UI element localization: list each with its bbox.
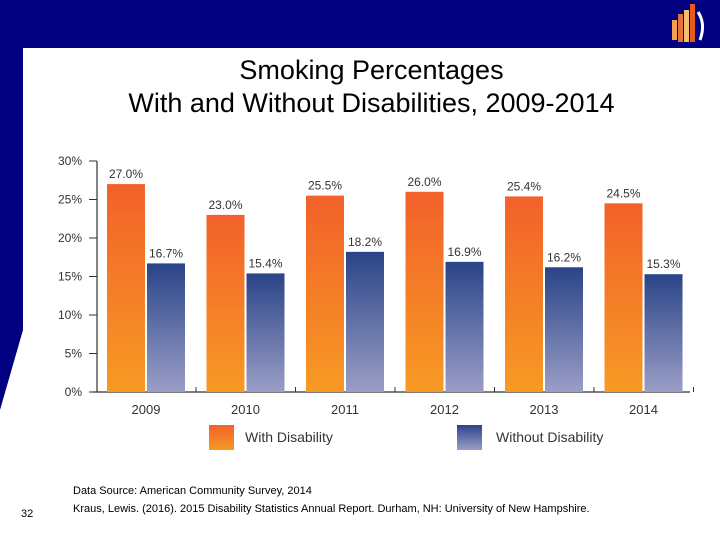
data-source: Data Source: American Community Survey, … (73, 485, 312, 497)
bar-with-disability-2014 (604, 203, 643, 392)
bar-without-disability-2012 (445, 261, 484, 392)
data-label: 24.5% (606, 186, 640, 200)
y-tick-label: 0% (65, 385, 83, 399)
data-label: 18.2% (348, 235, 382, 249)
page-number: 32 (21, 508, 34, 520)
x-tick-label: 2011 (331, 402, 359, 417)
title-line-2: With and Without Disabilities, 2009-2014 (128, 88, 615, 118)
legend-swatch (209, 425, 234, 450)
x-tick-label: 2009 (132, 402, 161, 417)
x-tick-label: 2014 (629, 402, 658, 417)
data-label: 27.0% (109, 167, 143, 181)
y-tick-label: 30% (58, 154, 82, 168)
data-label: 16.7% (149, 246, 183, 260)
x-tick-label: 2013 (530, 402, 559, 417)
y-tick-label: 15% (58, 270, 82, 284)
data-label: 23.0% (208, 198, 242, 212)
legend-swatch (457, 425, 482, 450)
legend-label: Without Disability (496, 429, 603, 445)
slide-title: Smoking Percentages With and Without Dis… (23, 54, 720, 120)
data-label: 16.2% (547, 250, 581, 264)
data-label: 25.4% (507, 179, 541, 193)
bar-with-disability-2009 (107, 184, 145, 392)
data-label: 16.9% (447, 245, 481, 259)
bar-with-disability-2013 (505, 196, 543, 392)
bar-without-disability-2011 (346, 251, 384, 392)
legend-label: With Disability (245, 429, 333, 445)
bar-with-disability-2011 (306, 195, 344, 392)
bar-chart: 0% 5% 10% 15% 20% 25% 30% 2009 2010 2011 2012 2013 2… (58, 154, 694, 450)
y-tick-label: 20% (58, 231, 82, 245)
bar-with-disability-2012 (405, 191, 444, 392)
bar-without-disability-2013 (545, 267, 583, 392)
y-tick-label: 10% (58, 308, 82, 322)
bar-without-disability-2010 (246, 273, 285, 392)
logo-icon (672, 4, 705, 42)
x-tick-label: 2010 (231, 402, 260, 417)
bar-with-disability-2010 (206, 214, 245, 392)
title-line-1: Smoking Percentages (239, 55, 504, 85)
x-tick-label: 2012 (430, 402, 459, 417)
data-label: 15.4% (248, 256, 282, 270)
data-label: 15.3% (646, 257, 680, 271)
data-label: 26.0% (407, 175, 441, 189)
bar-without-disability-2014 (644, 274, 683, 392)
bar-without-disability-2009 (147, 263, 185, 392)
citation: Kraus, Lewis. (2016). 2015 Disability St… (73, 503, 590, 515)
data-label: 25.5% (308, 179, 342, 193)
y-tick-label: 25% (58, 193, 82, 207)
y-tick-label: 5% (65, 347, 83, 361)
